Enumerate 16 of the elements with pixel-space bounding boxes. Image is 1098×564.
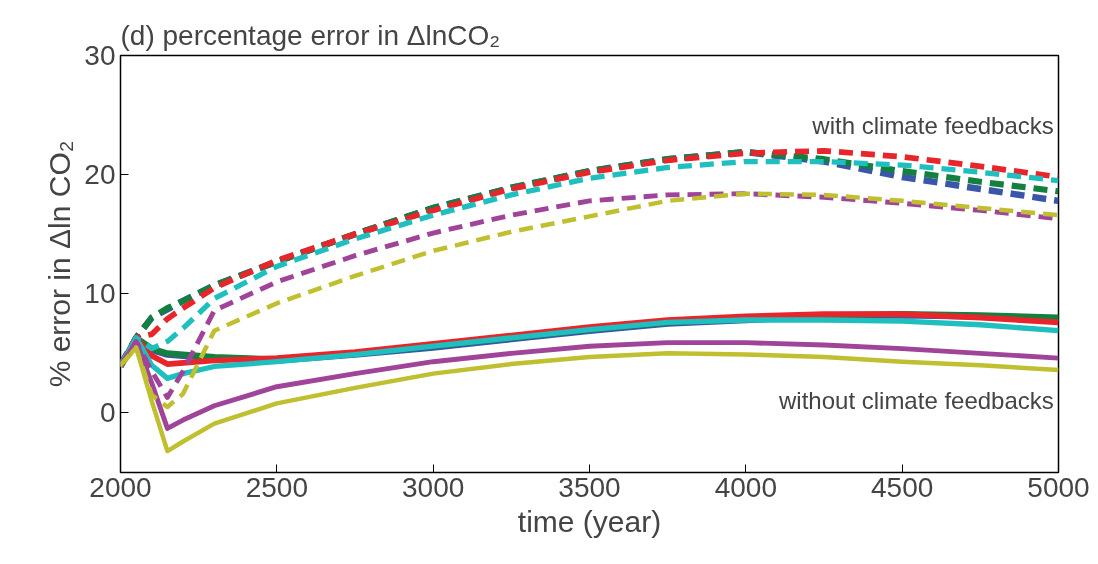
chart-title: (d) percentage error in ΔlnCO₂: [120, 19, 501, 51]
x-tick-label: 2000: [89, 471, 152, 503]
annotation: with climate feedbacks: [811, 111, 1054, 139]
x-tick-label: 4500: [871, 471, 934, 503]
annotation: without climate feedbacks: [778, 387, 1054, 415]
y-tick-label: 30: [84, 40, 116, 71]
y-tick-label: 0: [99, 397, 116, 429]
y-tick-label: 10: [84, 278, 116, 310]
x-tick-label: 5000: [1027, 471, 1090, 503]
x-tick-label: 2500: [245, 471, 308, 503]
x-tick-label: 3000: [402, 471, 465, 503]
x-axis-title: time (year): [517, 504, 662, 538]
y-tick-label: 20: [84, 159, 116, 191]
x-tick-label: 3500: [558, 471, 621, 503]
y-axis-title: % error in Δln CO₂: [43, 140, 77, 388]
x-tick-label: 4000: [714, 471, 777, 503]
